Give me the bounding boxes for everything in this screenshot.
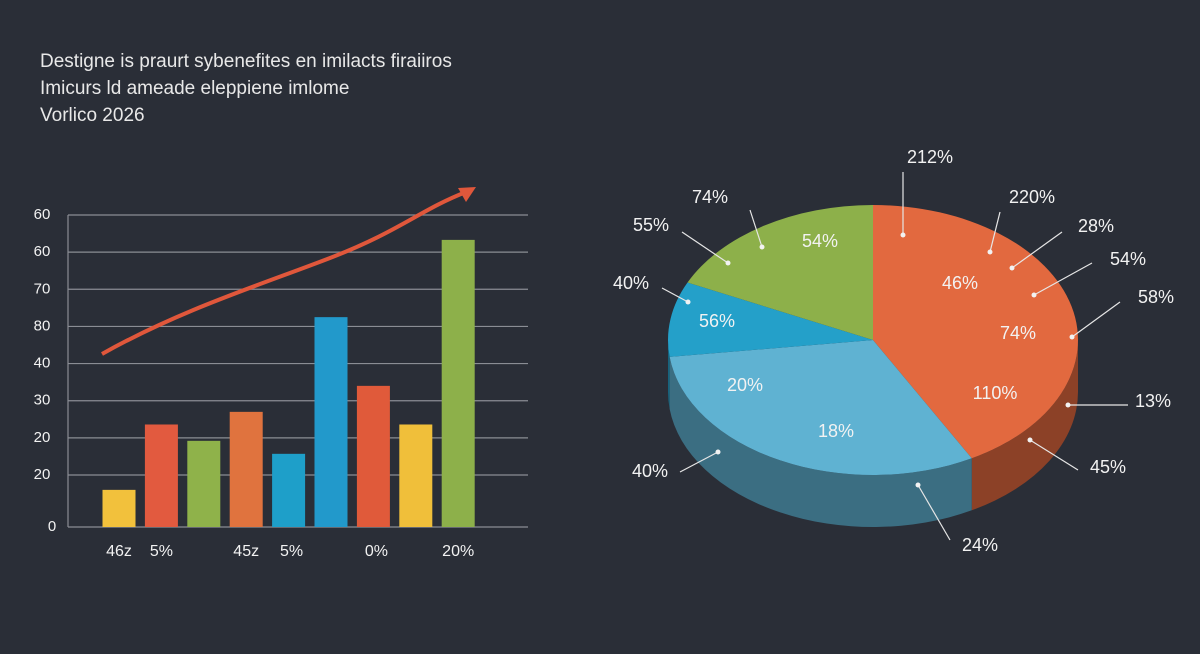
x-tick-label: 20% [442, 543, 474, 560]
bar [229, 411, 263, 527]
header-line: Vorlico 2026 [40, 105, 145, 126]
leader-dot [1031, 292, 1037, 298]
leader-dot [987, 249, 993, 255]
header-line: Imicurs ld ameade eleppiene imlome [40, 78, 349, 99]
y-tick-label: 20 [34, 429, 51, 446]
trend-arrow [101, 187, 476, 356]
leader-dot [1065, 402, 1071, 408]
pie-slice [668, 282, 873, 357]
annotation: 58% [1138, 287, 1174, 307]
leader-line [917, 484, 951, 541]
y-tick-label: 80 [34, 317, 51, 334]
annotation: 24% [962, 535, 998, 555]
bar-chart: 0 20 20 30 40 80 70 60 60 46z 5% 45z 5% 0% 20% [34, 206, 528, 560]
leader-line [1029, 439, 1079, 471]
x-tick-label: 0% [365, 543, 388, 560]
x-tick-label: 45z [233, 543, 259, 560]
bar [399, 424, 433, 527]
pie-side [971, 340, 1078, 511]
slice-label: 20% [727, 375, 763, 395]
leader-line [661, 287, 689, 303]
bar [144, 424, 178, 527]
annotation: 212% [907, 147, 953, 167]
leader-line [1071, 301, 1121, 338]
leader-dot [1027, 437, 1033, 443]
leader-line [749, 209, 763, 248]
leader-dot [715, 449, 721, 455]
y-tick-label: 60 [34, 206, 51, 223]
annotation: 74% [692, 187, 728, 207]
annotation: 40% [632, 461, 668, 481]
leader-line [989, 211, 1001, 253]
y-tick-label: 40 [34, 355, 51, 372]
bar [187, 440, 221, 527]
annotation: 45% [1090, 457, 1126, 477]
pie-side [667, 340, 670, 409]
bar [314, 317, 348, 527]
leader-dot [915, 482, 921, 488]
x-tick-label: 46z [106, 543, 132, 560]
y-tick-label: 30 [34, 392, 51, 409]
annotation: 54% [1110, 249, 1146, 269]
bar [102, 489, 136, 527]
leader-dot [759, 244, 765, 250]
annotation: 13% [1135, 391, 1171, 411]
leader-line [1033, 262, 1093, 296]
leader-dot [685, 299, 691, 305]
pie-slice [873, 205, 1078, 459]
leader-line [679, 451, 719, 473]
annotation: 28% [1078, 216, 1114, 236]
slice-label: 18% [818, 421, 854, 441]
slice-label: 110% [973, 383, 1018, 403]
y-tick-label: 20 [34, 466, 51, 483]
leader-dot [1069, 334, 1075, 340]
bar [356, 385, 390, 527]
pie-slice [687, 205, 873, 340]
y-tick-label: 70 [34, 280, 51, 297]
x-tick-label: 5% [150, 543, 173, 560]
slice-label: 54% [802, 231, 838, 251]
pie-chart: 212% 74% 55% 40% 220% 28% 54% 58% 13% 45% 24% 40% 54… [613, 147, 1174, 555]
slice-label: 46% [942, 273, 978, 293]
bar [272, 453, 306, 527]
leader-dot [900, 232, 906, 238]
x-tick-label: 5% [280, 543, 303, 560]
slice-label: 56% [699, 311, 735, 331]
pie-slice [669, 340, 972, 475]
leader-dot [1009, 265, 1015, 271]
header-line: Destigne is praurt sybenefites en imilac… [40, 51, 452, 72]
leader-line [681, 231, 729, 264]
annotation: 40% [613, 273, 649, 293]
slice-label: 74% [1000, 323, 1036, 343]
y-tick-label: 60 [34, 243, 51, 260]
y-tick-label: 0 [48, 518, 56, 535]
leader-dot [725, 260, 731, 266]
annotation: 55% [633, 215, 669, 235]
leader-line [1011, 231, 1063, 269]
bar [441, 239, 475, 527]
pie-side [669, 356, 972, 527]
annotation: 220% [1009, 187, 1055, 207]
